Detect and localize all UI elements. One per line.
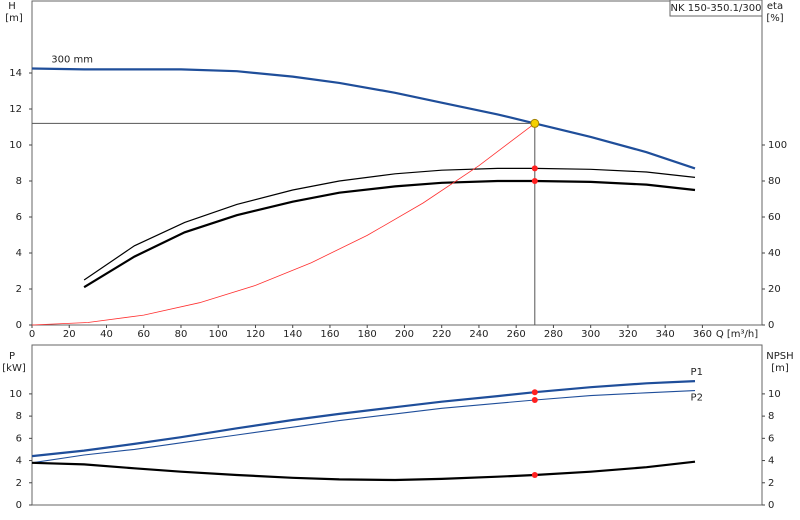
plot-frame: [31, 0, 763, 326]
x-tick-label: 300: [581, 329, 600, 340]
y-tick-label: 14: [9, 68, 22, 79]
y-tick-label: 2: [16, 284, 22, 295]
title-box: [669, 0, 763, 17]
y-tick-label: 2: [16, 478, 22, 489]
x-axis-title: Q [m³/h]: [716, 329, 758, 340]
y2-axis-title: [%]: [766, 13, 783, 24]
y2-tick-label: 40: [768, 248, 781, 259]
x-tick-label: 180: [358, 329, 377, 340]
series-line: [31, 390, 696, 464]
y-axis-title: [kW]: [2, 363, 26, 374]
x-tick-label: 40: [100, 329, 113, 340]
y2-tick-label: 2: [768, 478, 774, 489]
y2-tick-label: 0: [768, 320, 774, 331]
y2-axis-title: [m]: [771, 363, 789, 374]
plot-frame: [31, 344, 763, 506]
y-tick-label: 12: [9, 104, 22, 115]
y-axis-title: P: [9, 351, 15, 362]
series-label: P2: [691, 393, 703, 404]
y-tick-label: 0: [16, 320, 22, 331]
y-tick-label: 4: [16, 456, 22, 467]
y-tick-label: 8: [16, 411, 22, 422]
x-tick-label: 20: [63, 329, 76, 340]
y2-tick-label: 60: [768, 212, 781, 223]
y-tick-label: 10: [9, 140, 22, 151]
x-tick-label: 220: [432, 329, 451, 340]
x-tick-label: 80: [175, 329, 188, 340]
series-line: [31, 67, 696, 170]
y2-tick-label: 4: [768, 456, 774, 467]
duty-point: [531, 472, 538, 478]
x-tick-label: 200: [395, 329, 414, 340]
x-tick-label: 360: [693, 329, 712, 340]
x-tick-label: 0: [29, 329, 35, 340]
x-tick-label: 60: [137, 329, 150, 340]
series-line: [31, 123, 536, 326]
duty-point: [530, 118, 540, 128]
chart-title: NK 150-350.1/300: [671, 3, 762, 14]
x-tick-label: 240: [469, 329, 488, 340]
duty-point: [531, 389, 538, 396]
series-line: [83, 179, 696, 289]
y-tick-label: 6: [16, 433, 22, 444]
y-tick-label: 4: [16, 248, 22, 259]
y2-tick-label: 0: [768, 500, 774, 511]
x-tick-label: 280: [544, 329, 563, 340]
series-line: [31, 380, 696, 458]
y-tick-label: 10: [9, 389, 22, 400]
y2-axis-title: eta: [767, 1, 783, 12]
x-tick-label: 120: [246, 329, 265, 340]
y2-tick-label: 80: [768, 176, 781, 187]
y2-tick-label: 8: [768, 411, 774, 422]
y-axis-title: H: [8, 1, 16, 12]
y2-tick-label: 20: [768, 284, 781, 295]
x-tick-label: 100: [209, 329, 228, 340]
y-tick-label: 8: [16, 176, 22, 187]
series-line: [83, 167, 696, 281]
y-tick-label: 6: [16, 212, 22, 223]
y2-tick-label: 10: [768, 389, 781, 400]
x-tick-label: 260: [507, 329, 526, 340]
duty-point: [531, 165, 538, 172]
series-line: [31, 460, 696, 482]
x-tick-label: 320: [618, 329, 637, 340]
x-tick-label: 340: [656, 329, 675, 340]
x-tick-label: 140: [283, 329, 302, 340]
y2-axis-title: NPSH: [766, 351, 793, 362]
y-tick-label: 0: [16, 500, 22, 511]
y-axis-title: [m]: [5, 13, 23, 24]
series-label: P1: [691, 367, 703, 378]
y2-tick-label: 6: [768, 433, 774, 444]
duty-point: [531, 397, 538, 403]
x-tick-label: 160: [320, 329, 339, 340]
series-label: 300 mm: [51, 54, 93, 65]
y2-tick-label: 100: [768, 140, 787, 151]
duty-point: [531, 178, 538, 184]
